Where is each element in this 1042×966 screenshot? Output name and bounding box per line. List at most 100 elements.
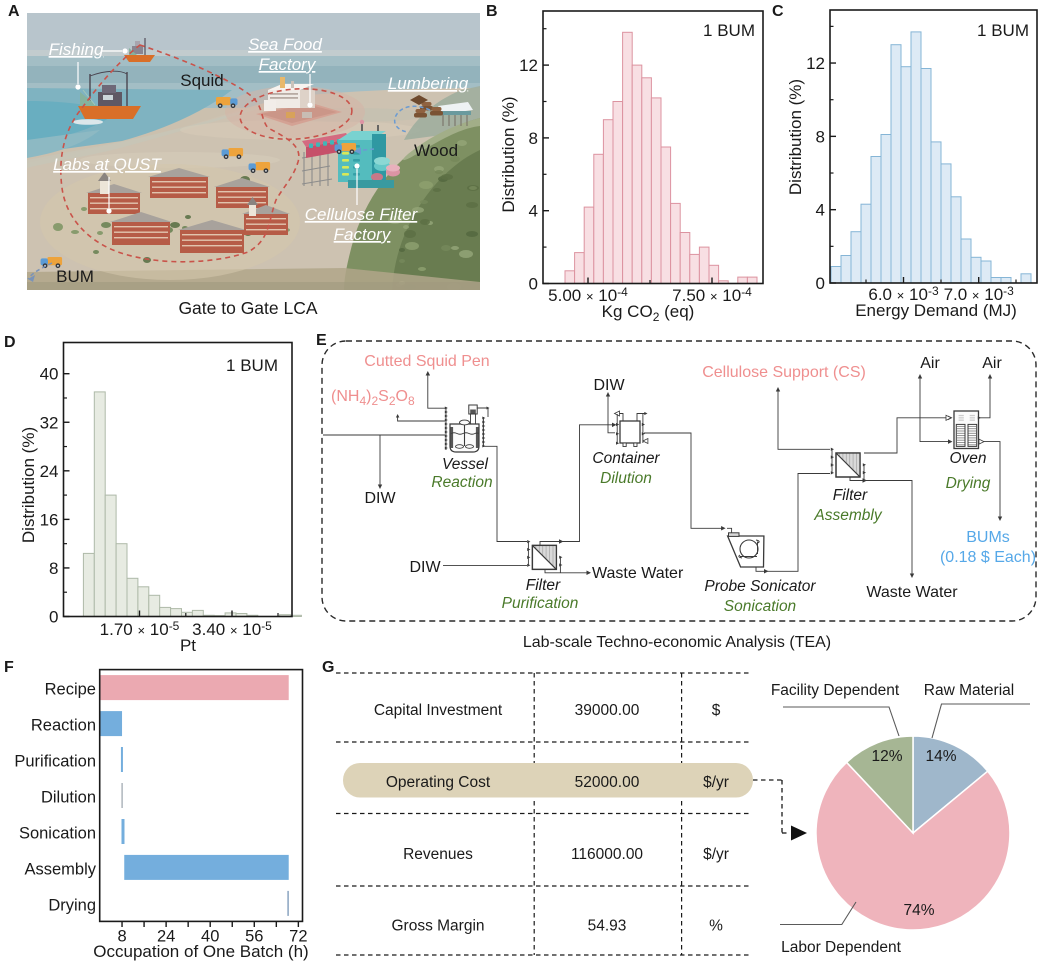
svg-text:4: 4	[529, 202, 538, 221]
svg-text:Lumbering: Lumbering	[388, 74, 469, 93]
svg-text:24: 24	[157, 928, 175, 946]
svg-text:Air: Air	[920, 355, 940, 372]
svg-text:12%: 12%	[871, 748, 902, 765]
svg-text:Reaction: Reaction	[31, 717, 96, 735]
svg-text:Facility Dependent: Facility Dependent	[771, 682, 900, 699]
svg-text:7.50 × 10-4: 7.50 × 10-4	[672, 285, 752, 305]
svg-text:Labor Dependent: Labor Dependent	[781, 939, 901, 956]
svg-text:Wood: Wood	[414, 141, 458, 160]
svg-text:Waste Water: Waste Water	[592, 565, 684, 582]
svg-text:F: F	[4, 659, 14, 676]
svg-text:Reaction: Reaction	[431, 474, 492, 491]
svg-text:Vessel: Vessel	[442, 456, 489, 473]
svg-text:DIW: DIW	[364, 490, 396, 507]
svg-text:C: C	[772, 3, 784, 20]
svg-text:1 BUM: 1 BUM	[977, 21, 1029, 40]
svg-text:Recipe: Recipe	[45, 681, 96, 699]
svg-text:24: 24	[40, 462, 59, 481]
svg-text:Distribution (%): Distribution (%)	[19, 427, 38, 543]
svg-text:Gross Margin: Gross Margin	[391, 918, 484, 935]
svg-text:7.0 × 10-3: 7.0 × 10-3	[944, 284, 1015, 304]
svg-text:39000.00: 39000.00	[575, 702, 640, 719]
svg-text:$/yr: $/yr	[703, 846, 729, 863]
svg-text:(0.18 $ Each): (0.18 $ Each)	[940, 549, 1036, 566]
svg-text:Factory: Factory	[334, 225, 392, 244]
svg-text:Energy Demand (MJ): Energy Demand (MJ)	[855, 301, 1017, 320]
svg-text:40: 40	[40, 365, 59, 384]
svg-text:Cellulose Filter: Cellulose Filter	[305, 205, 419, 224]
svg-text:8: 8	[49, 559, 58, 578]
svg-text:BUM: BUM	[56, 267, 94, 286]
svg-text:BUMs: BUMs	[966, 529, 1010, 546]
svg-text:Assembly: Assembly	[24, 860, 96, 878]
svg-text:8: 8	[816, 127, 825, 146]
svg-text:Gate to Gate LCA: Gate to Gate LCA	[178, 298, 317, 318]
svg-text:1.70 × 10-5: 1.70 × 10-5	[100, 619, 180, 639]
svg-text:$/yr: $/yr	[703, 774, 729, 791]
svg-text:Probe Sonicator: Probe Sonicator	[704, 578, 816, 595]
svg-text:0: 0	[529, 275, 538, 294]
svg-text:8: 8	[529, 129, 538, 148]
svg-text:Pt: Pt	[180, 636, 196, 655]
svg-text:116000.00: 116000.00	[571, 846, 643, 863]
svg-text:DIW: DIW	[409, 559, 441, 576]
svg-text:Assembly: Assembly	[813, 507, 882, 524]
svg-text:Dilution: Dilution	[41, 789, 96, 807]
svg-text:$: $	[712, 702, 721, 719]
svg-text:Operating Cost: Operating Cost	[386, 774, 491, 791]
svg-text:Purification: Purification	[502, 595, 579, 612]
svg-text:14%: 14%	[925, 748, 956, 765]
svg-text:Air: Air	[982, 355, 1002, 372]
svg-text:Capital Investment: Capital Investment	[374, 702, 503, 719]
svg-text:Drying: Drying	[946, 475, 991, 492]
svg-text:Raw Material: Raw Material	[924, 682, 1014, 699]
svg-text:54.93: 54.93	[588, 918, 627, 935]
svg-text:74%: 74%	[903, 902, 934, 919]
svg-text:Lab-scale Techno-economic Anal: Lab-scale Techno-economic Analysis (TEA)	[523, 634, 831, 651]
svg-text:Revenues: Revenues	[403, 846, 473, 863]
svg-text:Container: Container	[592, 450, 660, 467]
svg-text:Filter: Filter	[526, 577, 561, 594]
svg-text:72: 72	[289, 928, 307, 946]
svg-text:Oven: Oven	[949, 450, 986, 467]
svg-text:12: 12	[806, 54, 825, 73]
svg-text:(NH4)2S2O8: (NH4)2S2O8	[331, 388, 415, 408]
svg-text:6.0 × 10-3: 6.0 × 10-3	[868, 284, 939, 304]
svg-text:Purification: Purification	[14, 753, 96, 771]
svg-text:Labs at QUST: Labs at QUST	[53, 155, 162, 174]
svg-text:Sonication: Sonication	[19, 825, 96, 843]
svg-text:4: 4	[816, 201, 825, 220]
svg-text:%: %	[709, 918, 723, 935]
svg-text:Drying: Drying	[48, 896, 96, 914]
svg-text:Distribution (%): Distribution (%)	[786, 79, 805, 195]
svg-text:Filter: Filter	[833, 487, 868, 504]
svg-text:Cellulose Support (CS): Cellulose Support (CS)	[702, 364, 866, 381]
svg-text:12: 12	[519, 56, 538, 75]
svg-text:1 BUM: 1 BUM	[226, 356, 278, 375]
svg-text:3.40 × 10-5: 3.40 × 10-5	[192, 619, 272, 639]
svg-text:56: 56	[245, 928, 263, 946]
svg-text:Fishing: Fishing	[49, 40, 104, 59]
svg-text:52000.00: 52000.00	[575, 774, 640, 791]
svg-text:A: A	[8, 3, 20, 20]
svg-text:Sea Food: Sea Food	[248, 35, 322, 54]
svg-text:0: 0	[816, 274, 825, 293]
svg-text:Waste Water: Waste Water	[866, 584, 958, 601]
svg-text:Squid: Squid	[180, 71, 223, 90]
svg-text:DIW: DIW	[593, 377, 625, 394]
svg-text:5.00 × 10-4: 5.00 × 10-4	[548, 285, 628, 305]
svg-text:G: G	[322, 659, 334, 676]
svg-text:D: D	[4, 334, 16, 351]
svg-text:E: E	[316, 332, 327, 349]
svg-text:1 BUM: 1 BUM	[703, 21, 755, 40]
svg-text:16: 16	[40, 510, 59, 529]
svg-text:Kg CO2 (eq): Kg CO2 (eq)	[602, 302, 695, 324]
svg-text:Dilution: Dilution	[600, 470, 652, 487]
svg-text:Sonication: Sonication	[724, 598, 796, 615]
svg-text:40: 40	[201, 928, 219, 946]
svg-text:Cutted Squid Pen: Cutted Squid Pen	[364, 353, 489, 370]
svg-text:32: 32	[40, 413, 59, 432]
svg-text:0: 0	[49, 608, 58, 627]
svg-text:Occupation of One Batch (h): Occupation of One Batch (h)	[93, 942, 308, 961]
svg-text:B: B	[486, 3, 498, 20]
